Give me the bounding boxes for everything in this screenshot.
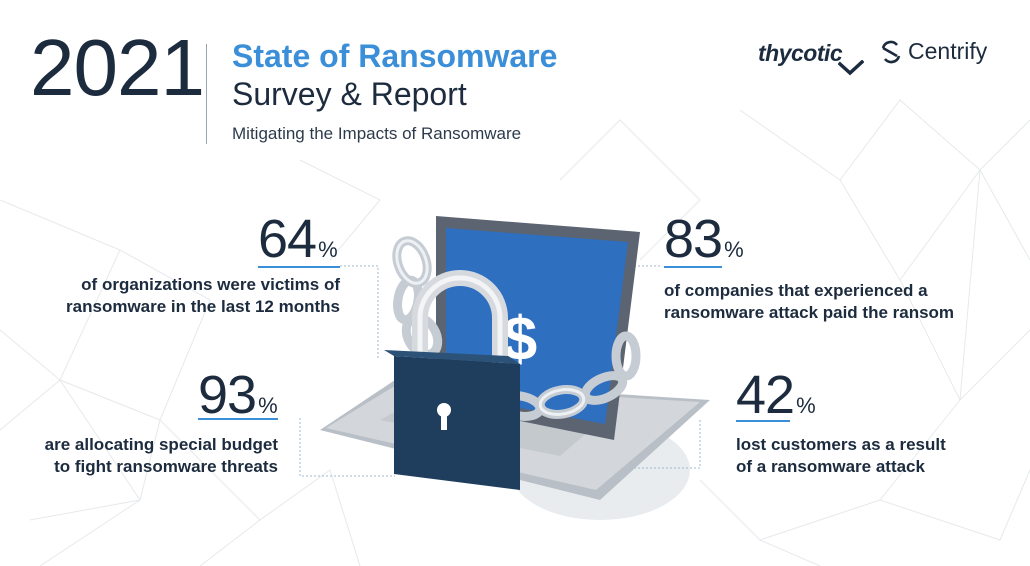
report-year: 2021 — [30, 23, 205, 112]
stat-lost-customers-description: lost customers as a result of a ransomwa… — [736, 434, 1016, 478]
centrify-wordmark: Centrify — [908, 38, 988, 64]
stat-lost-customers-underline — [736, 420, 790, 422]
stat-paid-ransom-description: of companies that experienced a ransomwa… — [664, 280, 994, 324]
stat-budget-underline — [198, 418, 278, 420]
stat-budget-value: 93 — [198, 365, 257, 425]
keyhole-icon — [437, 403, 451, 417]
stat-victims-unit: % — [318, 237, 338, 262]
stat-budget: 93% — [198, 368, 278, 422]
report-title-secondary: Survey & Report — [232, 76, 467, 112]
centrify-mark-icon — [881, 40, 901, 63]
stat-lost-customers-value: 42 — [736, 365, 795, 425]
stat-victims-underline — [258, 266, 340, 268]
stat-victims-text-2: ransomware in the last 12 months — [66, 297, 340, 316]
stat-budget-unit: % — [258, 393, 278, 418]
stat-paid-ransom-text-1: of companies that experienced a — [664, 281, 928, 300]
stat-budget-text-2: to fight ransomware threats — [54, 457, 278, 476]
thycotic-check-icon — [838, 60, 864, 76]
centrify-logo: Centrify — [878, 38, 987, 65]
stat-lost-customers-unit: % — [796, 393, 816, 418]
stat-lost-customers-text-2: of a ransomware attack — [736, 457, 925, 476]
stat-paid-ransom-underline — [664, 266, 722, 268]
thycotic-logo: thycotic — [758, 40, 843, 66]
stat-victims-text-1: of organizations were victims of — [81, 275, 340, 294]
stat-victims-value: 64 — [258, 209, 317, 269]
header-divider — [206, 44, 207, 144]
stat-victims-description: of organizations were victims of ransomw… — [40, 274, 340, 318]
header: 2021 State of Ransomware Survey & Report… — [0, 0, 1030, 160]
stat-paid-ransom-value: 83 — [664, 209, 723, 269]
stat-paid-ransom-unit: % — [724, 237, 744, 262]
padlock-icon — [394, 356, 520, 490]
stat-lost-customers-text-1: lost customers as a result — [736, 435, 946, 454]
stat-victims: 64% — [258, 212, 338, 266]
stat-paid-ransom: 83% — [664, 212, 744, 266]
report-title: State of Ransomware — [232, 38, 558, 74]
stat-budget-description: are allocating special budget to fight r… — [20, 434, 278, 478]
stat-lost-customers: 42% — [736, 368, 816, 422]
stat-budget-text-1: are allocating special budget — [44, 435, 278, 454]
report-subtitle: Mitigating the Impacts of Ransomware — [232, 124, 522, 143]
stat-paid-ransom-text-2: ransomware attack paid the ransom — [664, 303, 955, 322]
